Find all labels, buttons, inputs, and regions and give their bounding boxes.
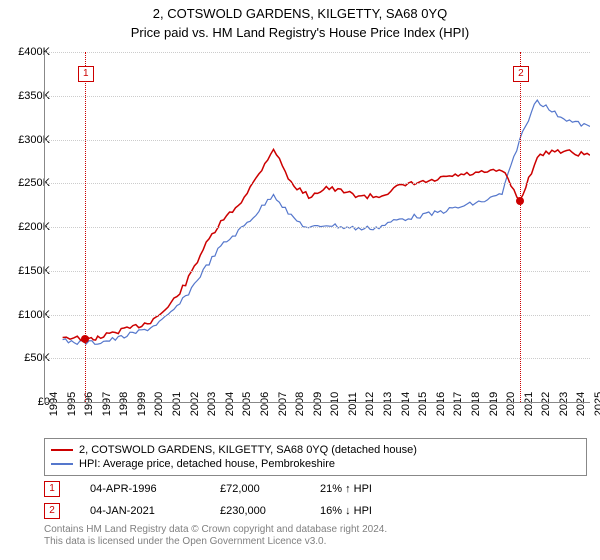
- transaction-pct: 21% ↑ HPI: [320, 483, 410, 495]
- transaction-date: 04-APR-1996: [90, 483, 190, 495]
- transaction-price: £72,000: [220, 483, 290, 495]
- transaction-row: 1 04-APR-1996 £72,000 21% ↑ HPI: [44, 478, 410, 500]
- gridline-h: [45, 52, 590, 53]
- transaction-date: 04-JAN-2021: [90, 505, 190, 517]
- transaction-idx-box: 2: [44, 503, 60, 519]
- legend-swatch: [51, 449, 73, 451]
- legend-row: HPI: Average price, detached house, Pemb…: [51, 457, 580, 471]
- transaction-price: £230,000: [220, 505, 290, 517]
- legend-label: HPI: Average price, detached house, Pemb…: [79, 458, 335, 470]
- marker-vline: [85, 52, 86, 402]
- chart-title-address: 2, COTSWOLD GARDENS, KILGETTY, SA68 0YQ: [0, 0, 600, 21]
- marker-box: 1: [78, 66, 94, 82]
- gridline-h: [45, 315, 590, 316]
- footer-line1: Contains HM Land Registry data © Crown c…: [44, 524, 387, 536]
- gridline-h: [45, 183, 590, 184]
- series-line: [63, 100, 590, 344]
- chart-container: 2, COTSWOLD GARDENS, KILGETTY, SA68 0YQ …: [0, 0, 600, 560]
- legend-swatch: [51, 463, 73, 465]
- gridline-h: [45, 96, 590, 97]
- footer-attribution: Contains HM Land Registry data © Crown c…: [44, 524, 387, 548]
- gridline-h: [45, 227, 590, 228]
- legend-box: 2, COTSWOLD GARDENS, KILGETTY, SA68 0YQ …: [44, 438, 587, 476]
- marker-vline: [520, 52, 521, 402]
- gridline-h: [45, 358, 590, 359]
- legend-row: 2, COTSWOLD GARDENS, KILGETTY, SA68 0YQ …: [51, 443, 580, 457]
- marker-dot: [81, 335, 89, 343]
- transaction-pct: 16% ↓ HPI: [320, 505, 410, 517]
- gridline-h: [45, 271, 590, 272]
- transaction-idx-box: 1: [44, 481, 60, 497]
- series-line: [63, 149, 590, 340]
- gridline-h: [45, 140, 590, 141]
- transaction-table: 1 04-APR-1996 £72,000 21% ↑ HPI 2 04-JAN-2021…: [44, 478, 410, 522]
- footer-line2: This data is licensed under the Open Gov…: [44, 536, 387, 548]
- plot-area: 12: [44, 52, 590, 403]
- chart-subtitle: Price paid vs. HM Land Registry's House …: [0, 21, 600, 40]
- x-tick-label: 2025: [593, 392, 600, 416]
- marker-box: 2: [513, 66, 529, 82]
- marker-dot: [516, 197, 524, 205]
- transaction-row: 2 04-JAN-2021 £230,000 16% ↓ HPI: [44, 500, 410, 522]
- legend-label: 2, COTSWOLD GARDENS, KILGETTY, SA68 0YQ …: [79, 444, 417, 456]
